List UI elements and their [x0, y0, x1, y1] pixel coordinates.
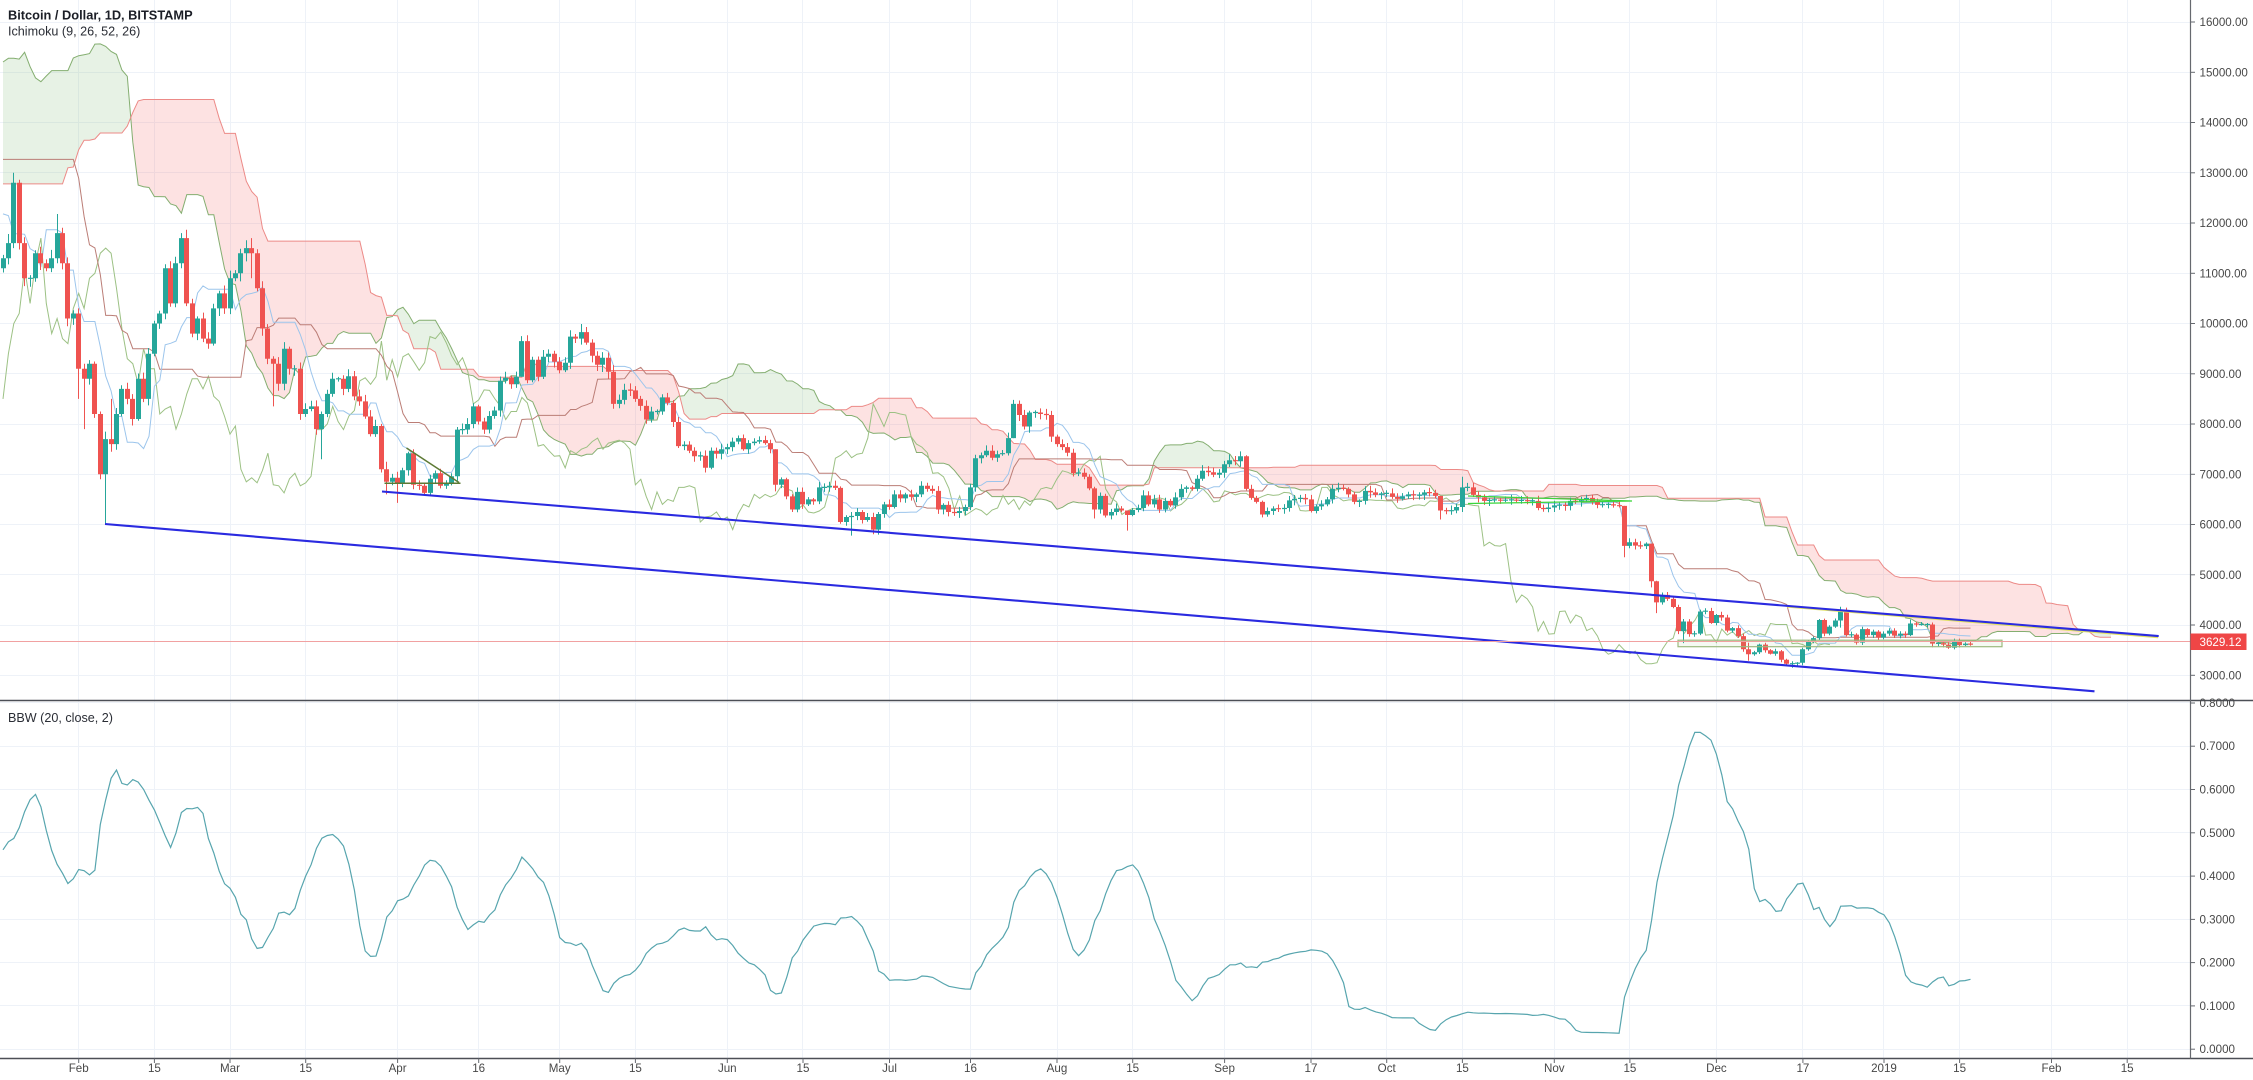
svg-text:Feb: Feb	[2042, 1062, 2062, 1075]
svg-text:0.6000: 0.6000	[2200, 784, 2235, 797]
svg-text:14000.00: 14000.00	[2200, 117, 2248, 130]
svg-text:Jun: Jun	[718, 1062, 737, 1075]
svg-text:8000.00: 8000.00	[2200, 418, 2242, 431]
svg-text:6000.00: 6000.00	[2200, 519, 2242, 532]
svg-text:15: 15	[629, 1062, 642, 1075]
svg-text:13000.00: 13000.00	[2200, 167, 2248, 180]
svg-text:3000.00: 3000.00	[2200, 669, 2242, 682]
svg-text:0.0000: 0.0000	[2200, 1043, 2235, 1056]
svg-text:16: 16	[472, 1062, 485, 1075]
svg-text:0.4000: 0.4000	[2200, 870, 2235, 883]
svg-text:16000.00: 16000.00	[2200, 16, 2248, 29]
svg-text:Aug: Aug	[1047, 1062, 1068, 1075]
svg-text:Feb: Feb	[69, 1062, 89, 1075]
svg-text:5000.00: 5000.00	[2200, 569, 2242, 582]
svg-text:Nov: Nov	[1544, 1062, 1565, 1075]
svg-text:BBW (20, close, 2): BBW (20, close, 2)	[8, 711, 113, 725]
svg-text:Mar: Mar	[220, 1062, 240, 1075]
svg-text:7000.00: 7000.00	[2200, 468, 2242, 481]
svg-text:Oct: Oct	[1378, 1062, 1397, 1075]
svg-text:0.3000: 0.3000	[2200, 913, 2235, 926]
svg-text:15: 15	[1126, 1062, 1139, 1075]
svg-text:0.8000: 0.8000	[2200, 697, 2235, 710]
svg-text:15: 15	[2121, 1062, 2134, 1075]
svg-text:15: 15	[1953, 1062, 1966, 1075]
svg-text:15: 15	[299, 1062, 312, 1075]
svg-text:Ichimoku (9, 26, 52, 26): Ichimoku (9, 26, 52, 26)	[8, 25, 140, 39]
svg-text:15: 15	[1623, 1062, 1636, 1075]
svg-text:15: 15	[148, 1062, 161, 1075]
svg-text:Apr: Apr	[389, 1062, 407, 1075]
svg-text:0.1000: 0.1000	[2200, 1000, 2235, 1013]
svg-text:Bitcoin / Dollar, 1D, BITSTAMP: Bitcoin / Dollar, 1D, BITSTAMP	[8, 8, 193, 23]
svg-text:3629.12: 3629.12	[2200, 636, 2242, 649]
svg-text:15: 15	[1456, 1062, 1469, 1075]
svg-text:0.7000: 0.7000	[2200, 740, 2235, 753]
svg-text:17: 17	[1796, 1062, 1809, 1075]
svg-text:10000.00: 10000.00	[2200, 318, 2248, 331]
svg-text:Sep: Sep	[1214, 1062, 1235, 1075]
svg-text:16: 16	[964, 1062, 977, 1075]
svg-text:0.5000: 0.5000	[2200, 827, 2235, 840]
svg-text:12000.00: 12000.00	[2200, 217, 2248, 230]
svg-text:9000.00: 9000.00	[2200, 368, 2242, 381]
svg-text:11000.00: 11000.00	[2200, 267, 2248, 280]
svg-text:4000.00: 4000.00	[2200, 619, 2242, 632]
svg-text:17: 17	[1305, 1062, 1318, 1075]
svg-text:Dec: Dec	[1706, 1062, 1727, 1075]
svg-text:15: 15	[797, 1062, 810, 1075]
svg-text:2019: 2019	[1871, 1062, 1897, 1075]
svg-text:0.2000: 0.2000	[2200, 957, 2235, 970]
svg-text:Jul: Jul	[882, 1062, 897, 1075]
svg-text:15000.00: 15000.00	[2200, 66, 2248, 79]
svg-text:May: May	[549, 1062, 571, 1075]
